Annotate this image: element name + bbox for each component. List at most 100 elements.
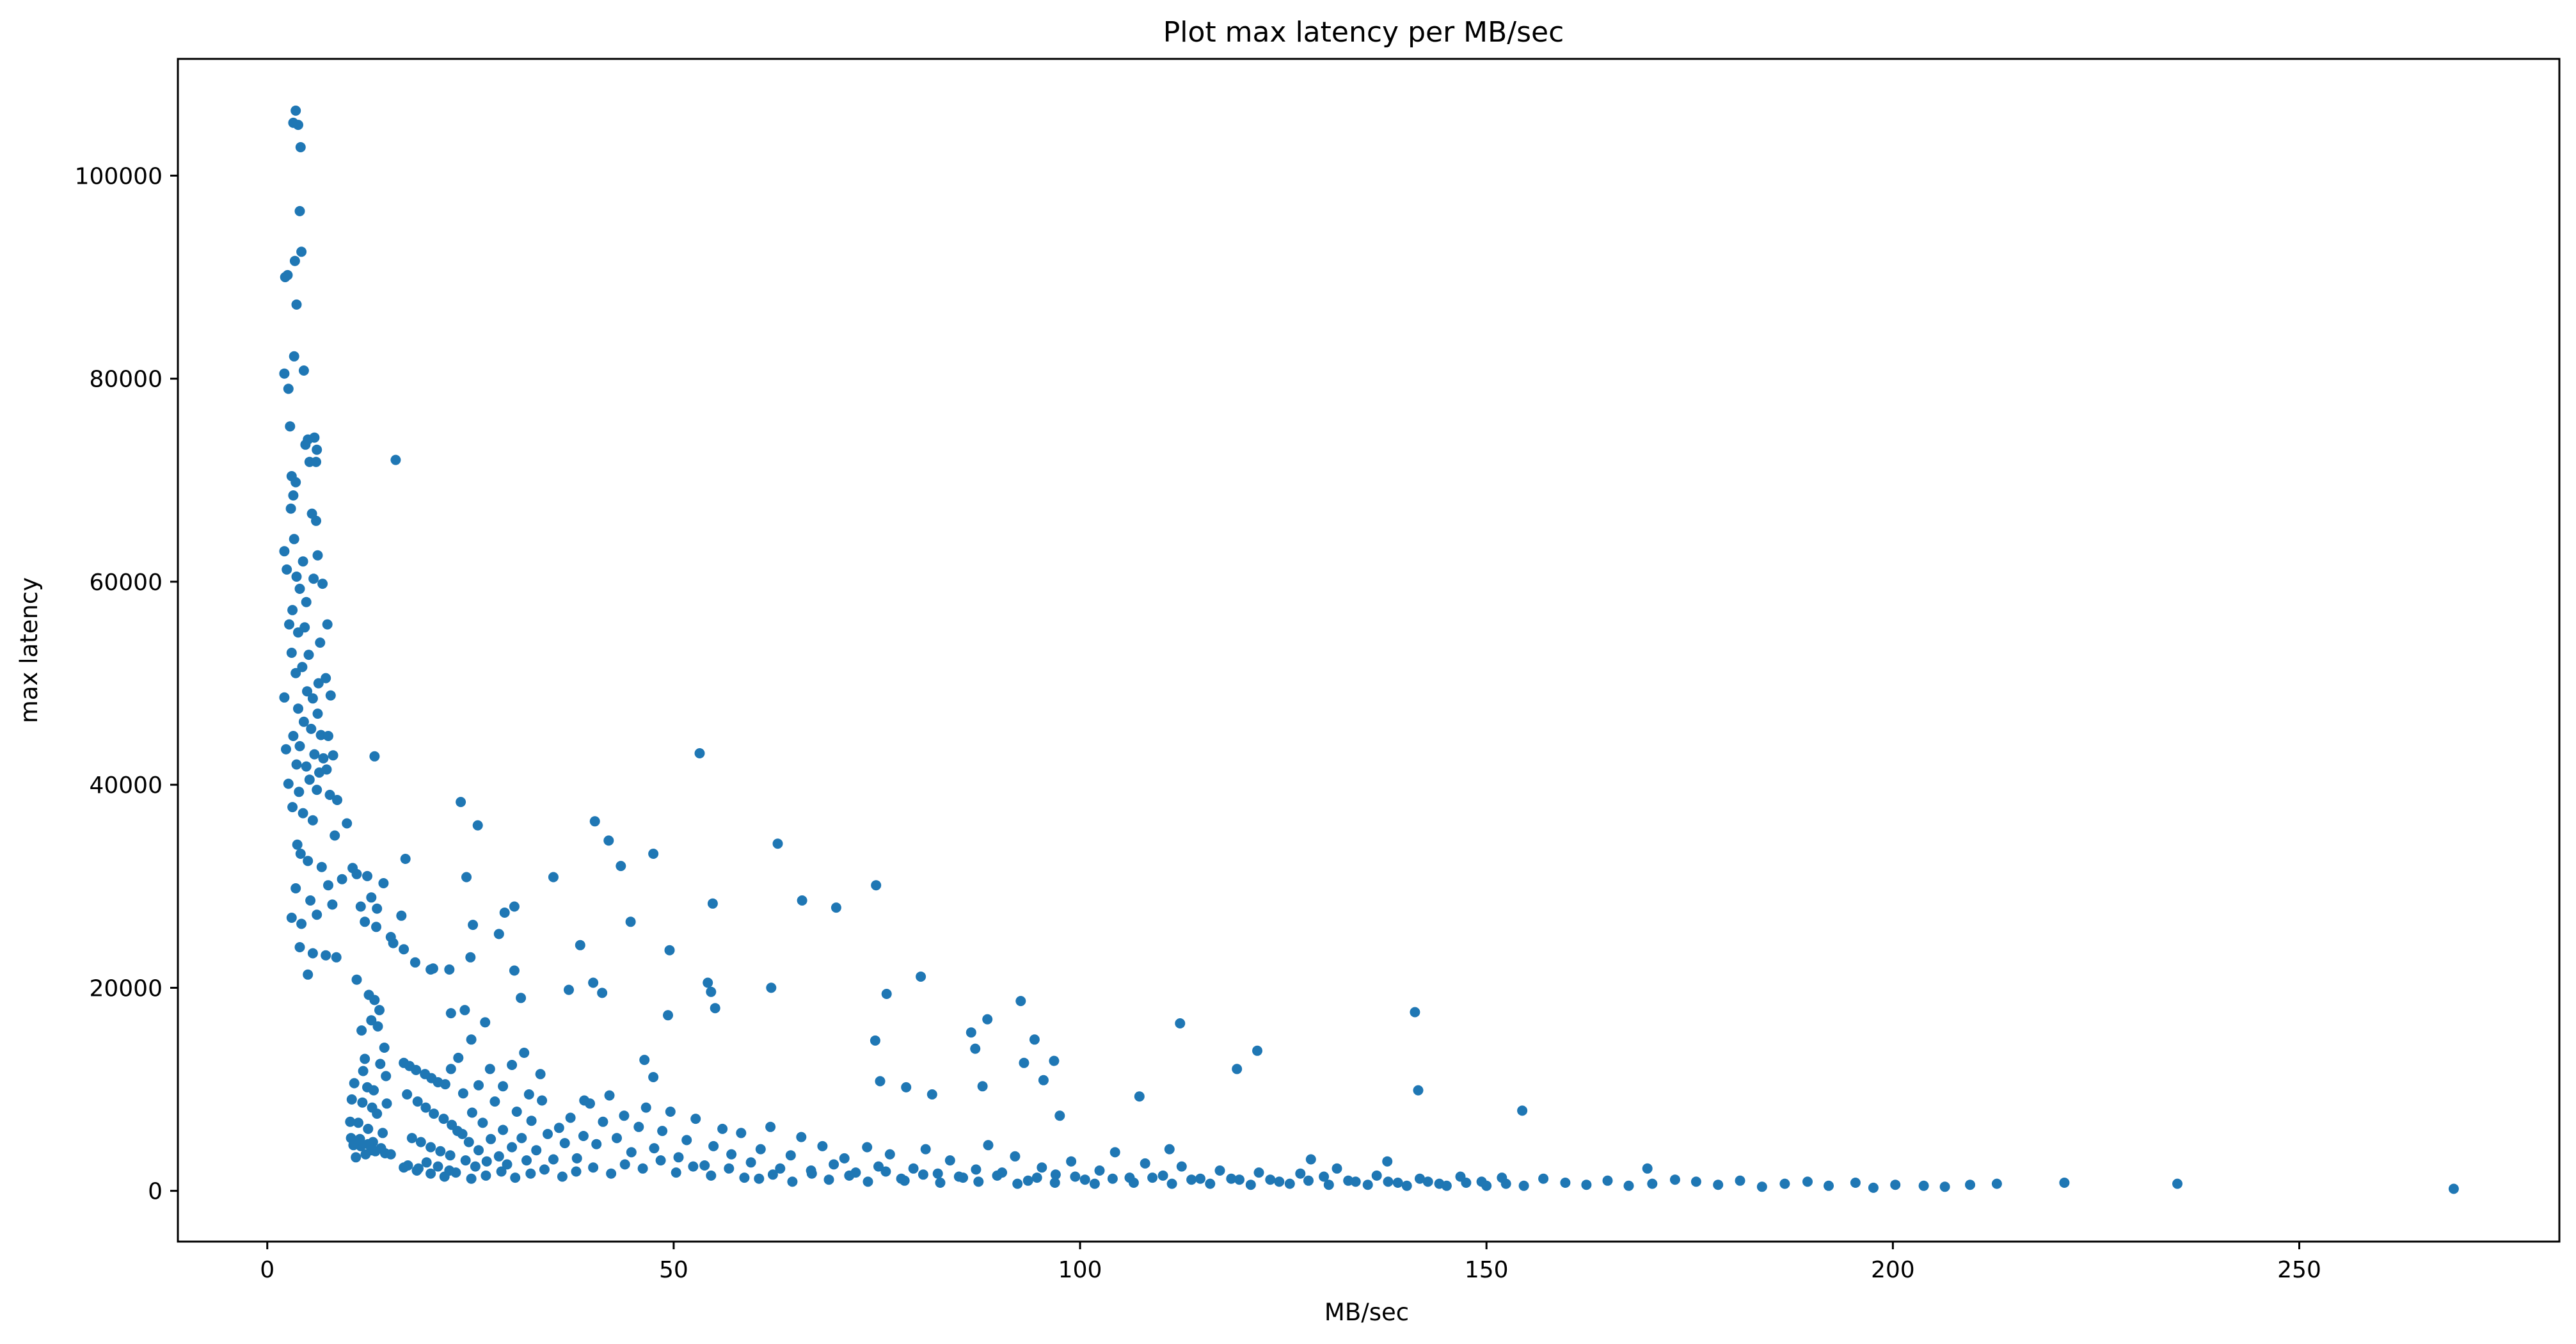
data-point <box>1175 1018 1185 1028</box>
data-point <box>290 477 301 488</box>
data-point <box>1965 1180 1975 1190</box>
data-point <box>293 120 303 130</box>
data-point <box>422 1157 432 1167</box>
data-point <box>2059 1178 2069 1188</box>
data-point <box>1195 1174 1205 1184</box>
data-point <box>323 880 333 890</box>
data-point <box>516 993 526 1003</box>
data-point <box>450 1167 461 1178</box>
data-point <box>1147 1172 1157 1183</box>
data-point <box>281 744 291 755</box>
data-point <box>444 964 454 975</box>
data-point <box>373 1021 383 1032</box>
data-point <box>298 808 308 819</box>
data-point <box>283 779 294 789</box>
data-point <box>909 1164 919 1174</box>
data-point <box>1049 1056 1059 1066</box>
data-point <box>289 351 299 362</box>
x-tick-label: 0 <box>260 1257 274 1283</box>
data-point <box>295 942 305 952</box>
data-point <box>1010 1151 1020 1162</box>
data-point <box>1393 1178 1403 1188</box>
data-point <box>1129 1178 1139 1188</box>
data-point <box>1232 1064 1242 1074</box>
data-point <box>459 1005 470 1015</box>
data-point <box>706 987 716 997</box>
data-point <box>388 938 399 948</box>
data-point <box>1054 1110 1065 1121</box>
data-point <box>1215 1165 1225 1176</box>
data-point <box>765 1122 775 1132</box>
data-point <box>2172 1179 2182 1189</box>
data-point <box>548 872 559 883</box>
data-point <box>1779 1179 1790 1189</box>
data-point <box>590 816 600 826</box>
data-point <box>313 708 323 719</box>
data-point <box>641 1103 651 1113</box>
data-point <box>286 504 296 514</box>
data-point <box>657 1126 667 1136</box>
data-point <box>539 1164 550 1174</box>
data-point <box>362 871 372 881</box>
data-point <box>473 820 483 831</box>
data-point <box>360 916 370 927</box>
data-point <box>863 1176 873 1187</box>
data-point <box>871 880 881 890</box>
data-point <box>648 1072 658 1082</box>
data-point <box>560 1138 570 1148</box>
data-point <box>703 978 713 988</box>
data-point <box>378 1128 388 1138</box>
data-point <box>309 749 319 760</box>
data-point <box>369 1085 379 1096</box>
data-point <box>1890 1180 1900 1190</box>
data-point <box>453 1053 463 1063</box>
data-point <box>1757 1181 1767 1192</box>
data-point <box>885 1149 895 1160</box>
data-point <box>606 1169 616 1179</box>
data-point <box>1992 1179 2002 1189</box>
data-point <box>536 1069 546 1079</box>
data-point <box>1285 1179 1295 1189</box>
data-point <box>578 1131 589 1141</box>
data-point <box>351 1152 361 1162</box>
data-point <box>337 874 347 884</box>
y-tick-label: 100000 <box>75 163 163 189</box>
data-point <box>369 751 379 762</box>
data-point <box>438 1114 449 1124</box>
data-point <box>466 1034 477 1044</box>
data-point <box>918 1169 928 1180</box>
data-point <box>1850 1178 1861 1188</box>
data-point <box>477 1117 488 1128</box>
data-point <box>817 1141 827 1151</box>
data-point <box>482 1156 492 1167</box>
data-point <box>527 1116 537 1126</box>
data-point <box>352 869 362 879</box>
data-point <box>374 1005 385 1015</box>
x-axis-label: MB/sec <box>1324 1299 1409 1326</box>
data-point <box>603 835 614 845</box>
data-point <box>2449 1184 2459 1194</box>
data-point <box>295 741 305 751</box>
data-point <box>875 1076 886 1086</box>
data-point <box>312 785 322 795</box>
data-point <box>1442 1181 1452 1191</box>
chart-title: Plot max latency per MB/sec <box>1163 16 1564 49</box>
data-point <box>468 920 478 930</box>
data-point <box>882 989 892 999</box>
data-point <box>1167 1179 1177 1189</box>
data-point <box>1295 1169 1305 1179</box>
data-point <box>966 1027 976 1037</box>
data-point <box>572 1153 582 1164</box>
data-point <box>1177 1162 1187 1172</box>
data-point <box>497 1167 507 1177</box>
data-point <box>900 1176 910 1186</box>
data-point <box>566 1113 576 1123</box>
data-point <box>726 1149 736 1160</box>
data-point <box>710 1003 720 1013</box>
data-point <box>537 1096 547 1106</box>
data-point <box>345 1117 355 1127</box>
data-point <box>591 1139 601 1149</box>
data-point <box>331 952 342 963</box>
data-point <box>548 1155 559 1165</box>
data-point <box>633 1122 644 1132</box>
